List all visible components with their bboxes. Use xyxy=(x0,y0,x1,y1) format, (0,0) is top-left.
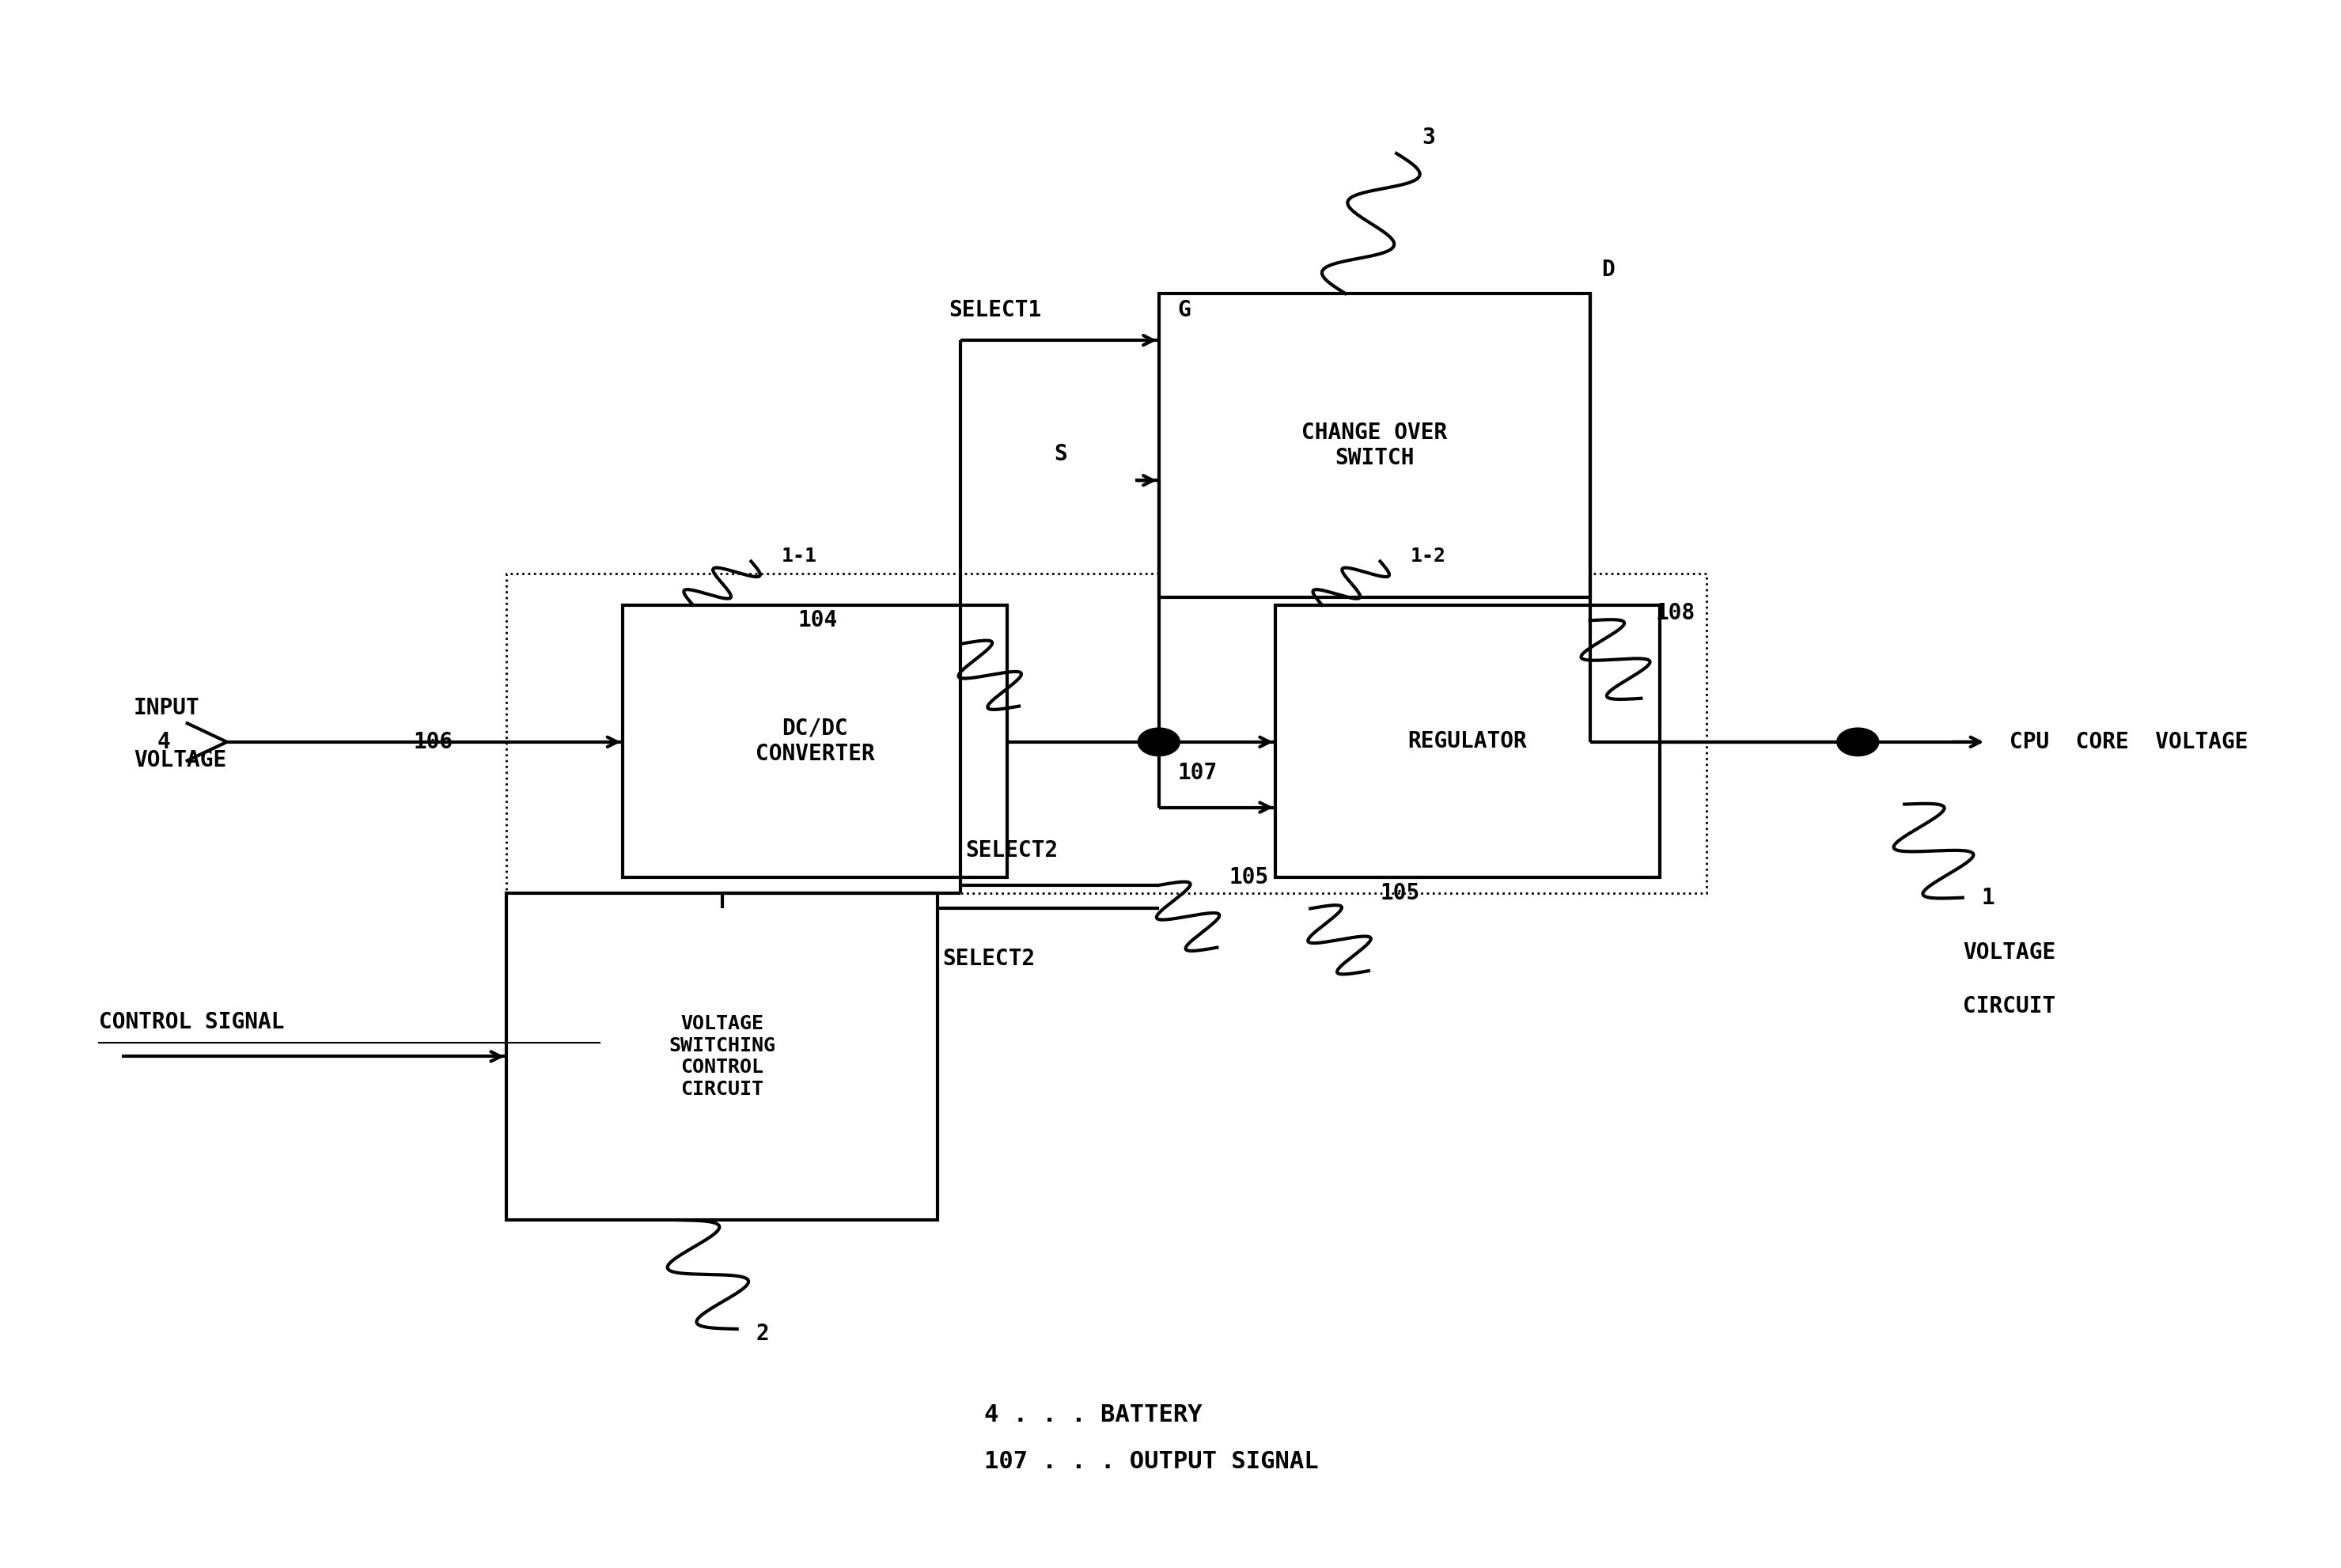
Text: 4 . . . BATTERY: 4 . . . BATTERY xyxy=(983,1403,1203,1425)
Text: VOLTAGE
SWITCHING
CONTROL
CIRCUIT: VOLTAGE SWITCHING CONTROL CIRCUIT xyxy=(670,1014,775,1099)
Text: D: D xyxy=(1601,259,1615,281)
Text: 105: 105 xyxy=(1229,867,1269,889)
Text: CIRCUIT: CIRCUIT xyxy=(1962,996,2055,1018)
Bar xyxy=(1276,605,1660,878)
Text: 107: 107 xyxy=(1178,762,1217,784)
Bar xyxy=(1159,293,1590,597)
Text: G: G xyxy=(1178,299,1192,321)
Text: 4: 4 xyxy=(157,731,171,753)
Text: VOLTAGE: VOLTAGE xyxy=(1962,941,2055,963)
Text: 1-2: 1-2 xyxy=(1412,547,1447,566)
Text: 106: 106 xyxy=(414,731,454,753)
Text: 105: 105 xyxy=(1381,881,1421,905)
Text: SELECT1: SELECT1 xyxy=(948,299,1042,321)
Text: 107 . . . OUTPUT SIGNAL: 107 . . . OUTPUT SIGNAL xyxy=(983,1450,1318,1472)
Text: 1: 1 xyxy=(1980,886,1995,909)
Text: DC/DC
CONVERTER: DC/DC CONVERTER xyxy=(756,717,876,765)
Text: CONTROL SIGNAL: CONTROL SIGNAL xyxy=(98,1011,283,1033)
Text: VOLTAGE: VOLTAGE xyxy=(133,750,227,771)
Text: INPUT: INPUT xyxy=(133,696,199,718)
Text: 2: 2 xyxy=(756,1322,768,1345)
Text: REGULATOR: REGULATOR xyxy=(1407,731,1526,753)
Text: CHANGE OVER
SWITCH: CHANGE OVER SWITCH xyxy=(1302,422,1447,469)
Bar xyxy=(623,605,1007,878)
Text: 1-1: 1-1 xyxy=(782,547,817,566)
Circle shape xyxy=(1838,728,1880,756)
Text: SELECT2: SELECT2 xyxy=(964,840,1058,862)
Bar xyxy=(506,574,1707,894)
Text: 104: 104 xyxy=(798,610,838,632)
Bar xyxy=(506,894,936,1220)
Text: SELECT2: SELECT2 xyxy=(941,947,1035,969)
Text: CPU  CORE  VOLTAGE: CPU CORE VOLTAGE xyxy=(2009,731,2247,753)
Circle shape xyxy=(1138,728,1180,756)
Text: 3: 3 xyxy=(1421,127,1435,149)
Text: S: S xyxy=(1053,442,1067,464)
Text: 108: 108 xyxy=(1655,602,1695,624)
